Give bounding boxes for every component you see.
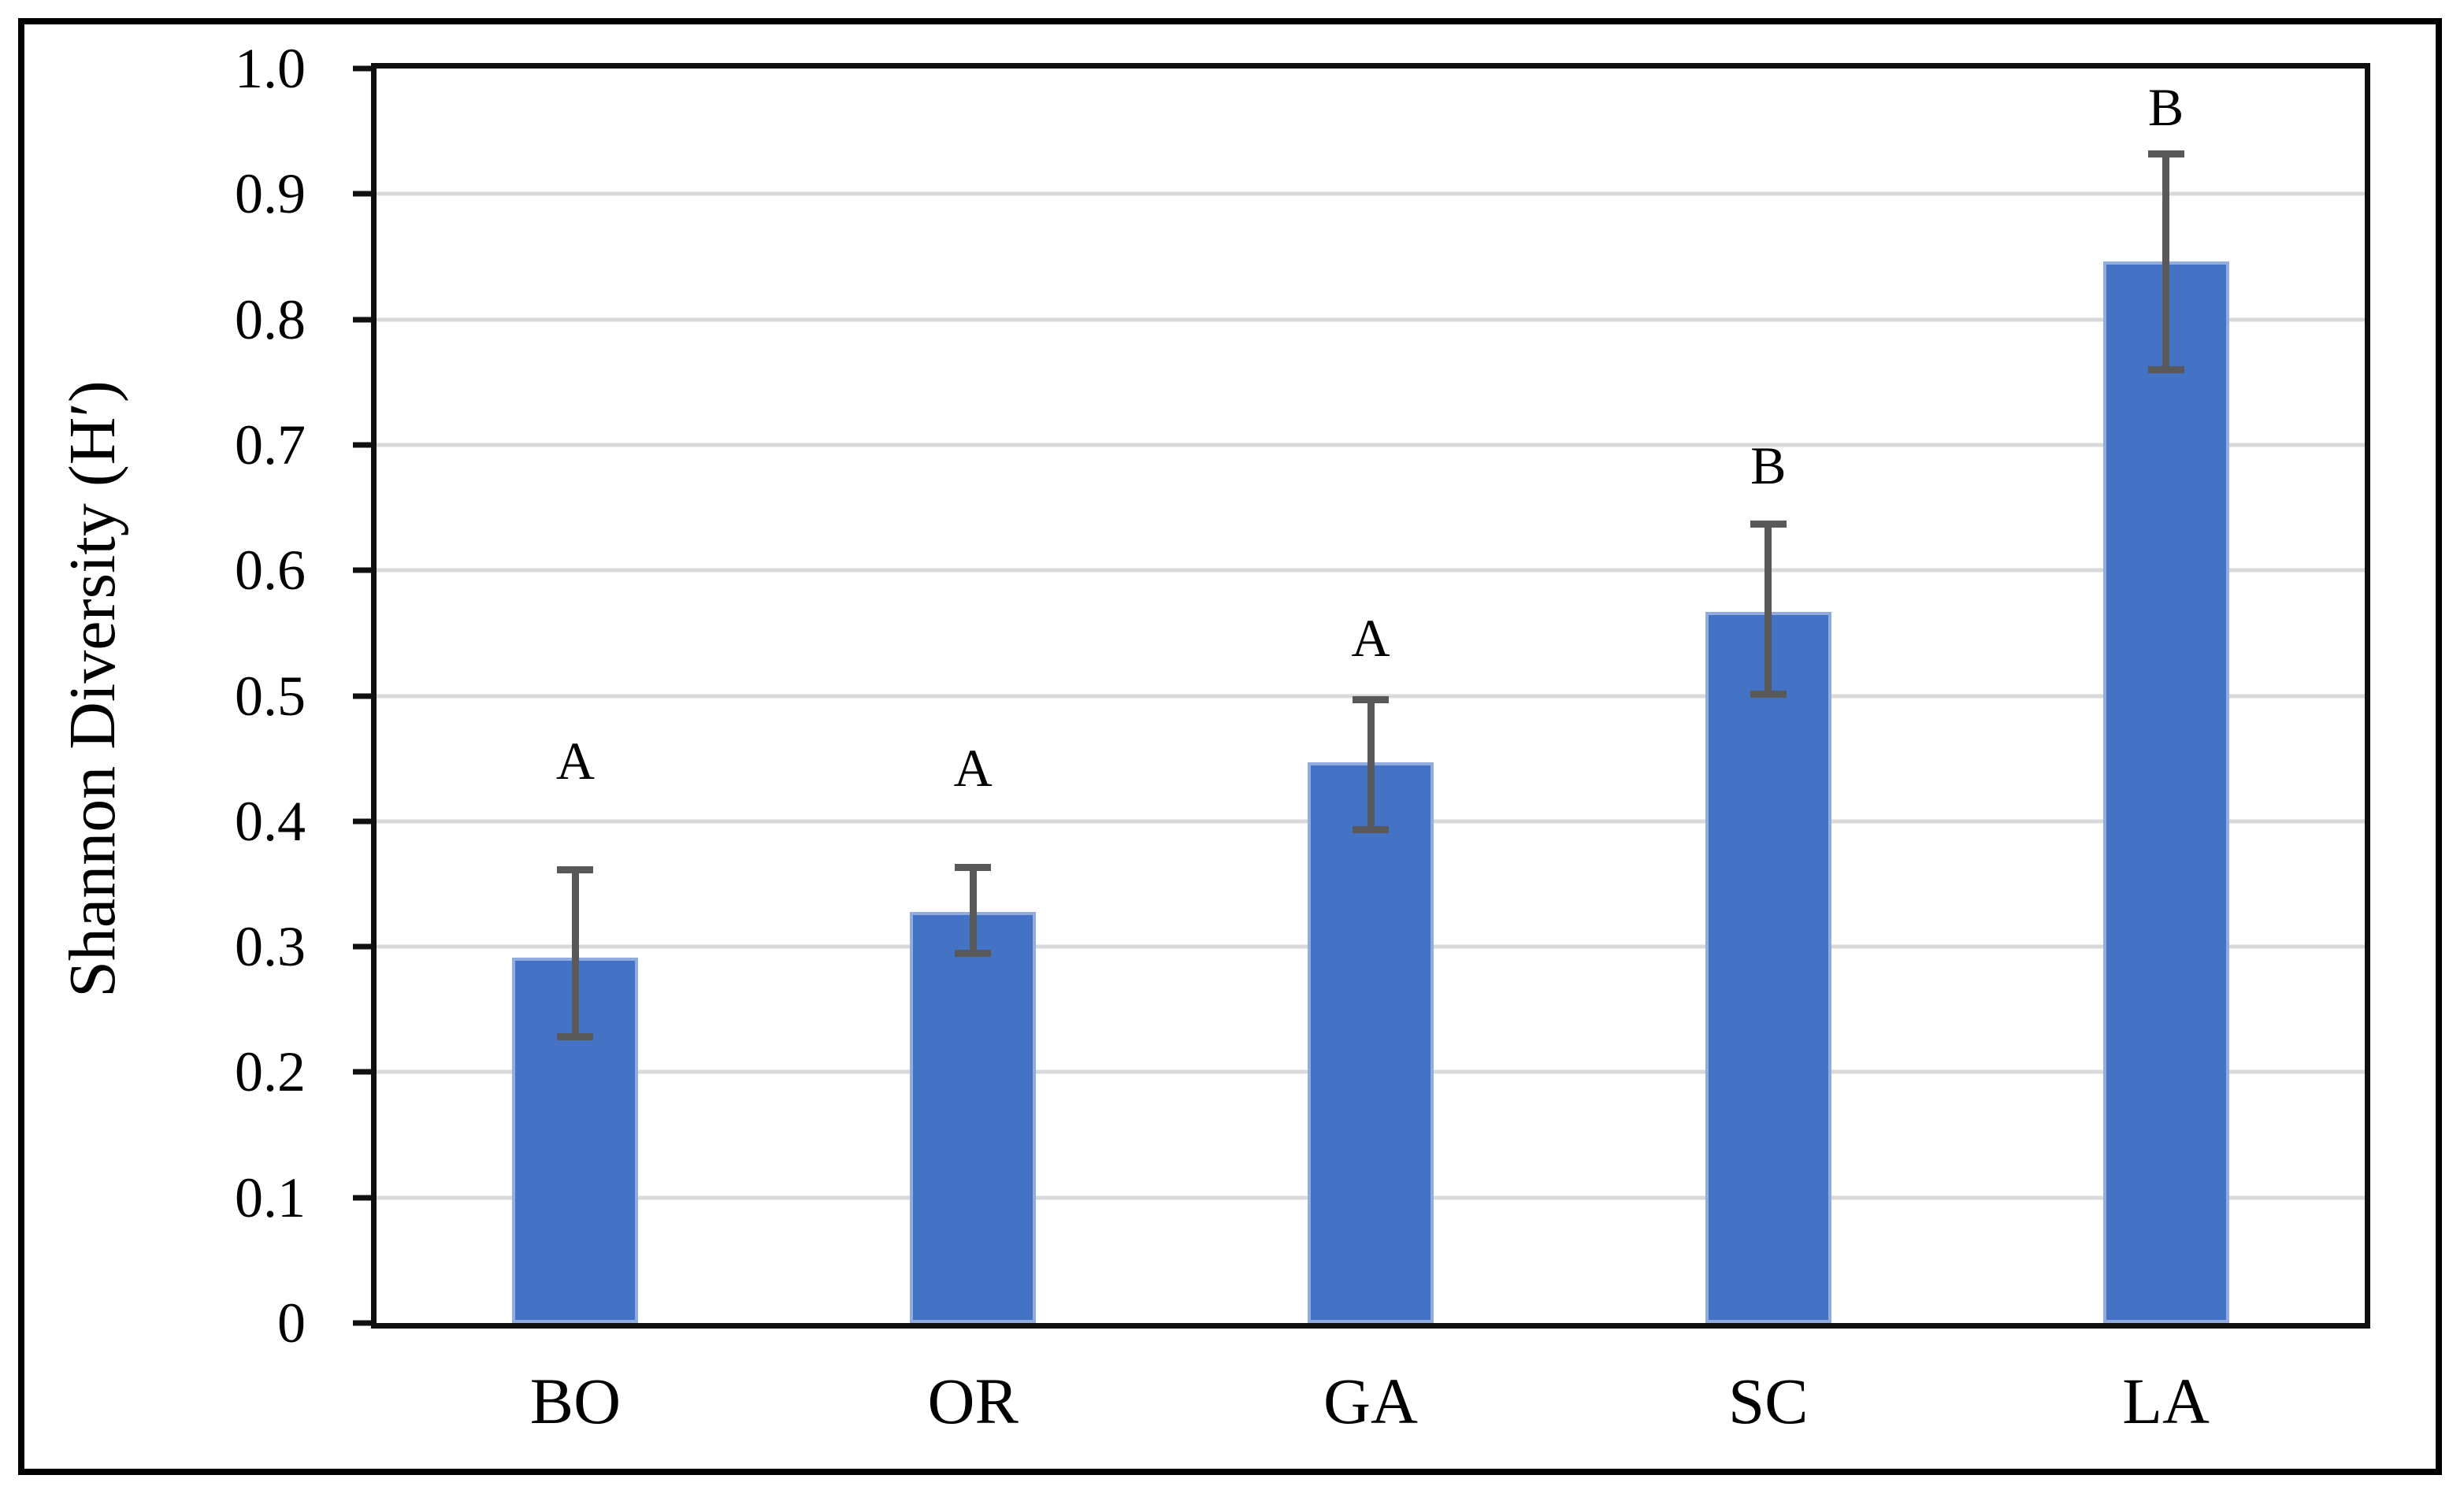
x-label-OR: OR: [927, 1365, 1019, 1437]
plot-inner: A A A B B: [377, 69, 2365, 1323]
bar-GA: [1308, 762, 1434, 1323]
bar-BO: [512, 958, 639, 1323]
error-bar-SC: [1765, 524, 1772, 695]
y-tick-0.4: [353, 818, 374, 825]
x-label-BO: BO: [529, 1365, 622, 1437]
sig-letter-LA: B: [2147, 76, 2184, 137]
error-cap-bottom-OR: [955, 949, 992, 957]
y-tick-0.7: [353, 442, 374, 448]
error-cap-top-LA: [2147, 150, 2184, 158]
bar-OR: [910, 911, 1037, 1323]
x-label-SC: SC: [1728, 1365, 1809, 1437]
y-tick-label-0.9: 0.9: [235, 162, 306, 226]
y-tick-label-0.8: 0.8: [235, 287, 306, 351]
y-axis-tick-labels: 0 0.1 0.2 0.3 0.4 0.5 0.6 0.7 0.8 0.9 1.0: [95, 40, 306, 1351]
gridline-0.6: [377, 568, 2365, 573]
gridline-0.8: [377, 317, 2365, 322]
y-tick-0.9: [353, 191, 374, 197]
gridline-0.5: [377, 694, 2365, 698]
y-tick-label-0.4: 0.4: [235, 789, 306, 853]
error-cap-top-SC: [1750, 520, 1787, 528]
error-bar-LA: [2162, 154, 2170, 370]
y-tick-label-0: 0: [277, 1292, 306, 1355]
y-tick-1.0: [353, 65, 374, 72]
y-tick-0: [353, 1320, 374, 1326]
y-tick-0.6: [353, 567, 374, 573]
plot-area: A A A B B: [371, 63, 2370, 1329]
y-tick-0.2: [353, 1069, 374, 1075]
error-cap-bottom-SC: [1750, 691, 1787, 699]
y-tick-label-0.6: 0.6: [235, 539, 306, 602]
error-cap-top-BO: [557, 866, 594, 874]
y-tick-0.3: [353, 943, 374, 950]
y-tick-0.5: [353, 693, 374, 699]
gridline-0.9: [377, 191, 2365, 196]
y-tick-label-1.0: 1.0: [235, 37, 306, 100]
error-bar-BO: [571, 869, 579, 1037]
sig-letter-SC: B: [1750, 435, 1787, 496]
y-tick-0.8: [353, 317, 374, 323]
error-cap-bottom-BO: [557, 1033, 594, 1041]
sig-letter-BO: A: [555, 730, 595, 791]
y-tick-label-0.2: 0.2: [235, 1040, 306, 1104]
error-cap-bottom-GA: [1353, 826, 1389, 834]
error-bar-GA: [1367, 699, 1375, 830]
error-bar-OR: [969, 867, 977, 954]
bar-LA: [2102, 261, 2229, 1323]
x-label-GA: GA: [1323, 1365, 1418, 1437]
y-tick-label-0.1: 0.1: [235, 1166, 306, 1229]
sig-letter-GA: A: [1351, 607, 1390, 668]
y-tick-label-0.7: 0.7: [235, 413, 306, 476]
x-axis-labels: BO OR GA SC LA: [377, 1369, 2365, 1444]
x-label-LA: LA: [2122, 1365, 2210, 1437]
gridline-0.7: [377, 443, 2365, 447]
error-cap-bottom-LA: [2147, 365, 2184, 373]
error-cap-top-GA: [1353, 695, 1389, 703]
error-cap-top-OR: [955, 864, 992, 872]
y-tick-label-0.5: 0.5: [235, 664, 306, 728]
sig-letter-OR: A: [953, 738, 993, 799]
y-tick-0.1: [353, 1195, 374, 1201]
y-tick-label-0.3: 0.3: [235, 915, 306, 979]
bar-SC: [1705, 611, 1831, 1323]
y-axis-ticks: [353, 65, 374, 1326]
